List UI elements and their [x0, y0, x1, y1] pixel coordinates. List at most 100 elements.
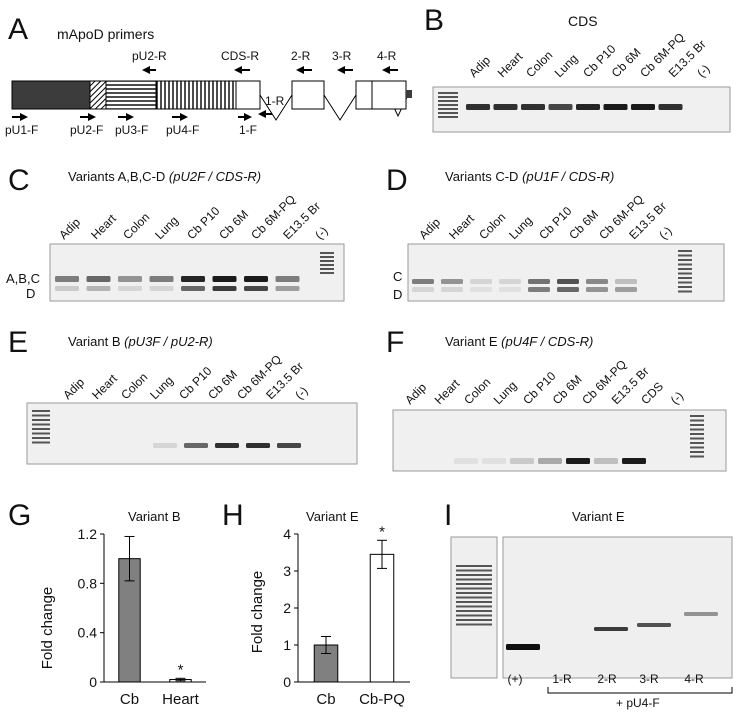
ladder-band [456, 605, 492, 608]
ladder-band [456, 569, 492, 572]
pcr-band [603, 104, 628, 110]
ladder-band [438, 108, 458, 110]
pcr-band-upper [528, 279, 550, 284]
pcr-band-upper [212, 276, 237, 282]
1-f-arrow-icon [244, 113, 252, 121]
pu1-f-arrow-icon [20, 113, 28, 121]
pcr-band-lower [615, 287, 637, 292]
panel-d-band-label-d: D [393, 287, 402, 302]
panel-d-title: Variants C-D (pU1F / CDS-R) [445, 169, 614, 184]
pcr-band-lower [586, 287, 608, 292]
panel-c-band-label-d: D [26, 286, 35, 301]
pcr-band-lower [181, 286, 205, 291]
ladder-band [32, 437, 50, 439]
label-3-r: 3-R [332, 49, 352, 63]
pcr-band [153, 443, 177, 448]
pcr-band-upper [470, 279, 492, 284]
panel-i-gel [502, 536, 733, 679]
ladder-band [32, 428, 50, 430]
ladder-band [320, 256, 334, 258]
pcr-band [277, 443, 301, 448]
panel-g-title: Variant B [128, 509, 181, 524]
1-r-arrow-icon [258, 110, 266, 118]
ladder-band [678, 259, 692, 261]
pcr-band-upper [275, 276, 300, 282]
pcr-band-upper [86, 276, 111, 282]
ladder-band [438, 100, 458, 102]
y-tick-label: 0 [283, 674, 291, 690]
y-tick-label: 1 [283, 637, 291, 653]
ladder-band [456, 587, 492, 590]
lane-label: CDS [638, 379, 666, 407]
panel-h: H Variant E Fold change 0 1 2 3 4 Cb Cb-PQ * [222, 499, 410, 708]
panel-h-chart: 0 1 2 3 4 Cb Cb-PQ * [283, 523, 410, 708]
pcr-band-lower [441, 287, 463, 292]
ladder-band [678, 250, 692, 252]
ladder-band [456, 596, 492, 599]
pu4-f-arrow-icon [180, 113, 188, 121]
ladder-band [678, 263, 692, 266]
lane-label: Heart [88, 211, 119, 242]
pu3-f-arrow-icon [126, 113, 134, 121]
significance-star: * [379, 523, 385, 540]
panel-h-ylabel: Fold change [249, 571, 266, 654]
lane-label: Lung [152, 213, 181, 242]
y-tick-label: 0.4 [78, 625, 98, 641]
ladder-band [690, 437, 704, 440]
pcr-band [506, 644, 540, 650]
panel-f-title: Variant E (pU4F / CDS-R) [445, 334, 593, 349]
panel-f-bands [454, 415, 704, 464]
lane-label: Adip [60, 375, 87, 402]
pcr-band-lower [470, 287, 492, 292]
panel-i-ladder [456, 565, 492, 626]
primer-arrows [12, 66, 398, 121]
ladder-band [320, 264, 334, 266]
x-tick-label: Heart [162, 691, 200, 708]
ladder-band [438, 116, 458, 118]
label-pu2-f: pU2-F [70, 123, 103, 137]
ladder-band [438, 92, 458, 94]
y-tick-label: 0 [89, 674, 97, 690]
y-tick-label: 1.2 [78, 526, 98, 542]
panel-c-gel [49, 243, 345, 302]
ladder-band [438, 96, 458, 98]
panel-b-bands [438, 92, 683, 118]
pcr-band [576, 104, 600, 110]
significance-star: * [178, 661, 184, 678]
ladder-band [456, 574, 492, 576]
ladder-band [690, 451, 704, 453]
panel-c-band-label-abc: A,B,C [6, 271, 40, 286]
lane-label: Lung [552, 51, 581, 80]
pcr-band [454, 458, 478, 464]
pcr-band [482, 458, 506, 464]
panel-d-bands [412, 250, 692, 293]
panel-letter-i: I [444, 499, 452, 532]
panel-d-band-label-c: C [393, 269, 402, 284]
ladder-band [438, 112, 458, 114]
x-tick-label: Cb [120, 691, 139, 708]
panel-f-title-primers: (pU4F / CDS-R) [501, 334, 593, 349]
lane-label: Adip [466, 53, 493, 80]
intron-1 [259, 94, 293, 121]
lane-label: (-) [312, 224, 330, 242]
lane-label: Lung [491, 378, 520, 407]
pu2-f-arrow-icon [88, 113, 96, 121]
cds-r-arrow-icon [234, 66, 242, 74]
panel-c: C Variants A,B,C-D (pU2F / CDS-R) Adip He… [6, 164, 345, 302]
pcr-band [215, 443, 239, 448]
lane-label: 3-R [639, 672, 659, 686]
ladder-band [32, 419, 50, 421]
pcr-band [594, 458, 618, 464]
ladder-band [32, 414, 50, 417]
ladder-band [320, 260, 334, 262]
panel-a: A mApoD primers [5, 13, 412, 137]
lane-label: (+) [508, 672, 523, 686]
ladder-band [320, 272, 334, 274]
pcr-band-lower [499, 287, 521, 292]
y-tick-label: 3 [283, 563, 291, 579]
y-tick-label: 0.8 [78, 575, 98, 591]
pcr-band-lower [528, 287, 550, 292]
